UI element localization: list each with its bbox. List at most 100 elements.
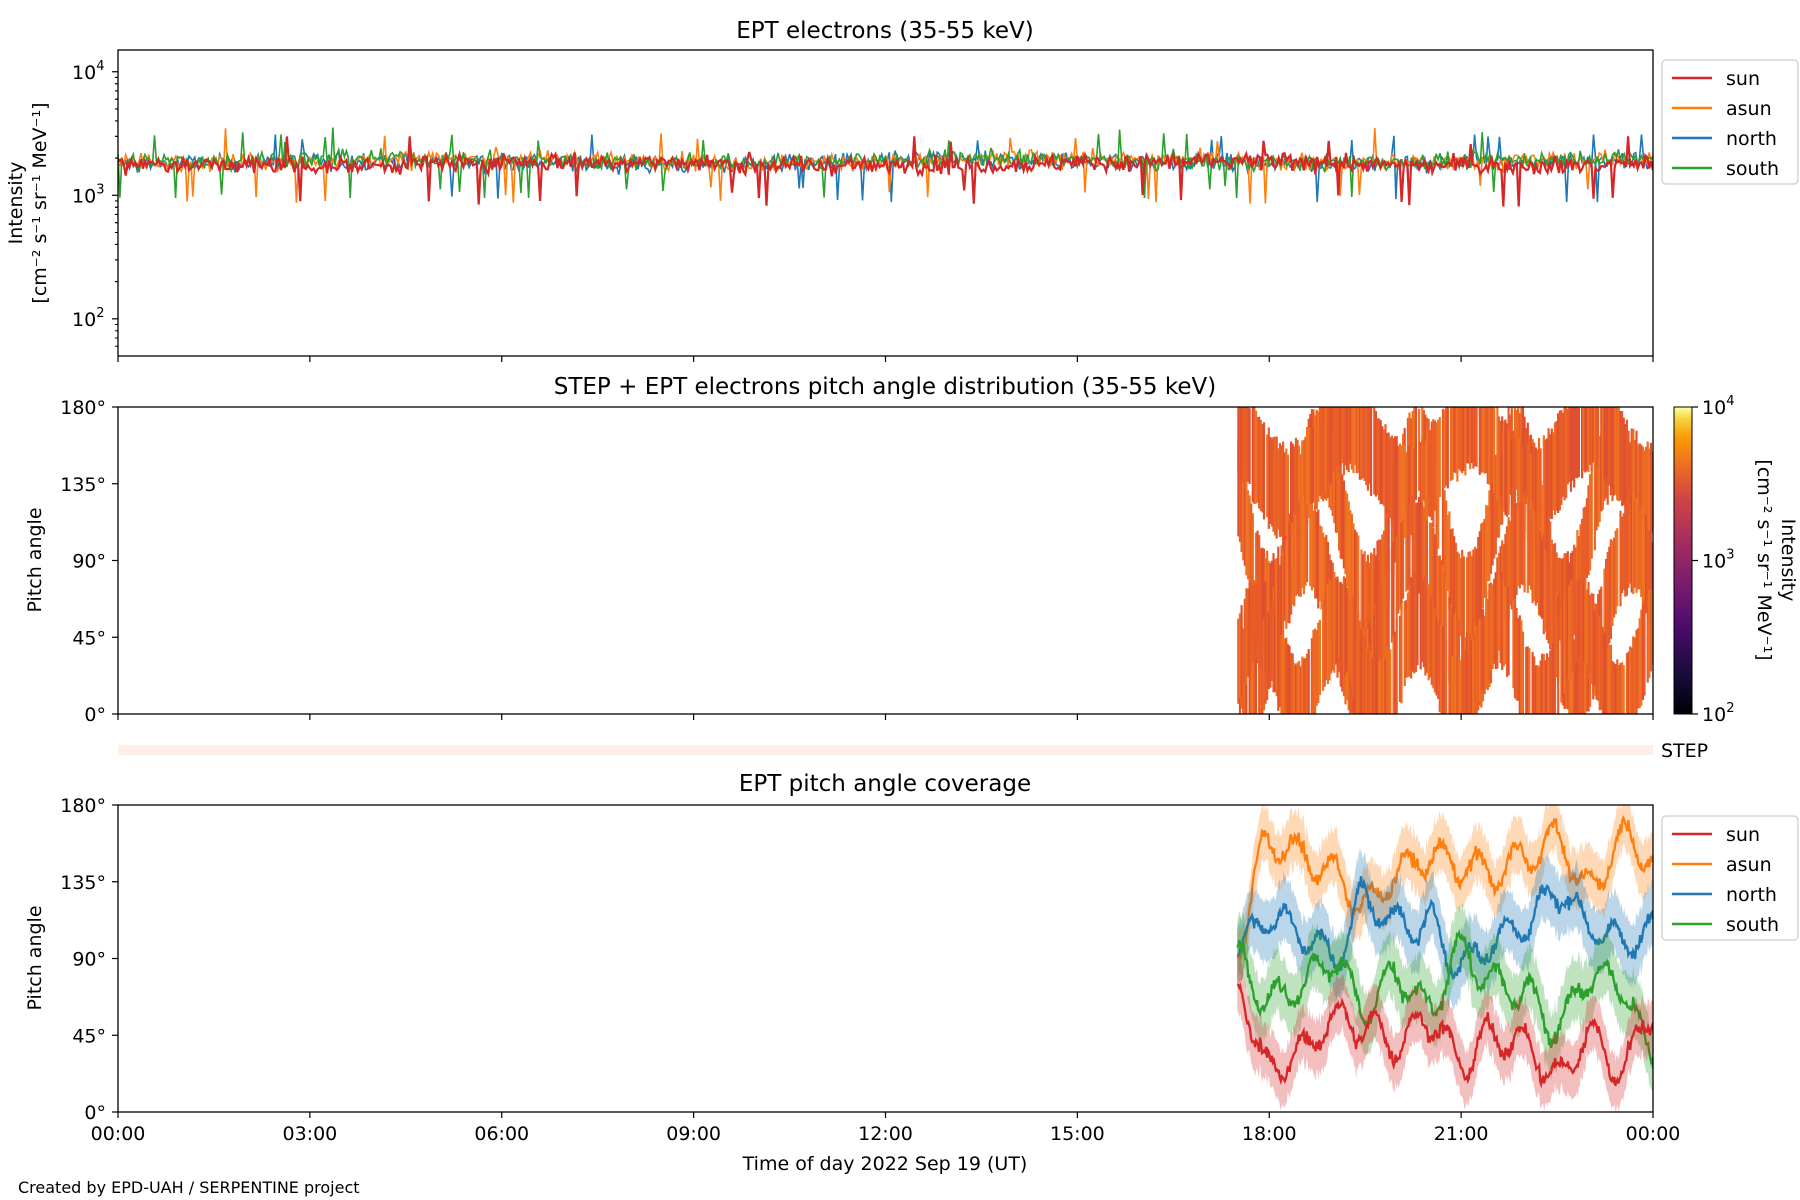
panel1-y-ticks: 102 103 104 [72, 59, 118, 347]
heatmap-cell [1649, 533, 1652, 626]
heatmap-cell [1637, 628, 1640, 709]
heatmap-cell [1387, 568, 1390, 649]
heatmap-cell [1341, 474, 1344, 560]
heatmap-cell [1430, 421, 1433, 521]
heatmap-cell [1389, 437, 1392, 519]
heatmap-cell [1539, 448, 1542, 528]
heatmap-cell [1632, 428, 1635, 526]
heatmap-cell [1270, 560, 1273, 646]
heatmap-cell [1421, 502, 1424, 596]
heatmap-cell [1254, 532, 1258, 610]
heatmap-cell [1449, 605, 1453, 686]
heatmap-cell [1558, 410, 1561, 511]
heatmap-cell [1521, 501, 1525, 586]
x-tick-label: 00:00 [91, 1123, 146, 1145]
heatmap-cell [1438, 417, 1441, 498]
heatmap-cell [1539, 530, 1542, 617]
heatmap-cell [1550, 572, 1553, 660]
x-axis-label: Time of day 2022 Sep 19 (UT) [742, 1153, 1028, 1175]
heatmap-cell [1549, 568, 1552, 650]
heatmap-cell [1563, 407, 1566, 501]
heatmap-cell [1403, 601, 1406, 686]
heatmap-cell [1561, 605, 1565, 697]
heatmap-cell [1553, 630, 1557, 714]
heatmap-cell [1622, 417, 1625, 506]
heatmap-cell [1350, 407, 1353, 470]
heatmap-cell [1496, 572, 1499, 669]
heatmap-cell [1518, 615, 1521, 714]
heatmap-cell [1373, 657, 1376, 714]
heatmap-cell [1317, 622, 1320, 703]
heatmap-cell [1449, 646, 1453, 714]
heatmap-cell [1261, 619, 1264, 714]
heatmap-cell [1307, 427, 1310, 519]
heatmap-cell [1558, 557, 1561, 641]
heatmap-cell [1422, 579, 1425, 668]
heatmap-cell [1382, 657, 1385, 714]
heatmap-cell [1269, 436, 1272, 524]
x-tick-label: 15:00 [1050, 1123, 1105, 1145]
heatmap-cell [1597, 443, 1600, 527]
heatmap-cell [1488, 407, 1491, 485]
heatmap-cell [1250, 503, 1253, 597]
heatmap-cell [1262, 548, 1266, 644]
heatmap-cell [1382, 429, 1385, 506]
heatmap-cell [1621, 662, 1624, 714]
heatmap-cell [1275, 620, 1278, 697]
heatmap-cell [1347, 407, 1350, 473]
heatmap-cell [1394, 631, 1397, 714]
heatmap-cell [1507, 587, 1510, 676]
heatmap-cell [1386, 575, 1389, 655]
heatmap-cell [1298, 502, 1301, 597]
heatmap-cell [1408, 585, 1411, 677]
heatmap-cell [1609, 539, 1612, 639]
heatmap-cell [1617, 407, 1620, 502]
heatmap-cell [1595, 407, 1598, 464]
heatmap-cell [1424, 516, 1427, 595]
coverage-band-south [1237, 902, 1653, 1101]
heatmap-cell [1453, 614, 1456, 697]
heatmap-cell [1510, 508, 1513, 610]
heatmap-cell [1584, 626, 1587, 714]
heatmap-cell [1302, 440, 1305, 532]
heatmap-cell [1513, 437, 1517, 527]
coverage-line-asun [1236, 814, 1653, 963]
heatmap-cell [1288, 645, 1291, 714]
colorbar-label: Intensity [cm⁻² s⁻¹ sr⁻¹ MeV⁻¹] [1753, 459, 1799, 660]
heatmap-cell [1441, 408, 1445, 495]
heatmap-cell [1370, 407, 1373, 496]
heatmap-cell [1587, 407, 1590, 473]
heatmap-cell [1590, 470, 1593, 559]
heatmap-cell [1637, 444, 1640, 523]
heatmap-cell [1568, 585, 1571, 681]
legend-box [1661, 815, 1799, 941]
heatmap-cell [1403, 444, 1406, 539]
legend-label-sun: sun [1726, 824, 1760, 846]
heatmap-cell [1250, 577, 1253, 675]
p1-ytick-label: 102 [72, 306, 104, 331]
heatmap-cell [1381, 426, 1384, 504]
heatmap-cell [1613, 537, 1616, 618]
heatmap-cell [1400, 445, 1403, 535]
heatmap-cell [1449, 407, 1453, 481]
heatmap-cell [1638, 618, 1641, 708]
heatmap-cell [1378, 539, 1381, 635]
heatmap-cell [1576, 580, 1579, 662]
heatmap-cell [1272, 436, 1275, 532]
heatmap-cell [1346, 407, 1349, 470]
heatmap-cell [1616, 528, 1619, 607]
intensity-line-south [118, 127, 1653, 199]
heatmap-cell [1411, 445, 1414, 539]
heatmap-cell [1461, 549, 1464, 650]
heatmap-cell [1336, 579, 1339, 662]
heatmap-cell [1472, 407, 1475, 469]
heatmap-cell [1448, 511, 1451, 610]
heatmap-cell [1266, 581, 1269, 680]
heatmap-cell [1354, 610, 1357, 693]
heatmap-cell [1589, 474, 1592, 571]
heatmap-cell [1593, 609, 1596, 686]
pitch-ytick-label: 45° [72, 1025, 106, 1047]
panel1-frame [117, 49, 1654, 357]
heatmap-cell [1613, 407, 1616, 485]
heatmap-cell [1402, 448, 1405, 533]
